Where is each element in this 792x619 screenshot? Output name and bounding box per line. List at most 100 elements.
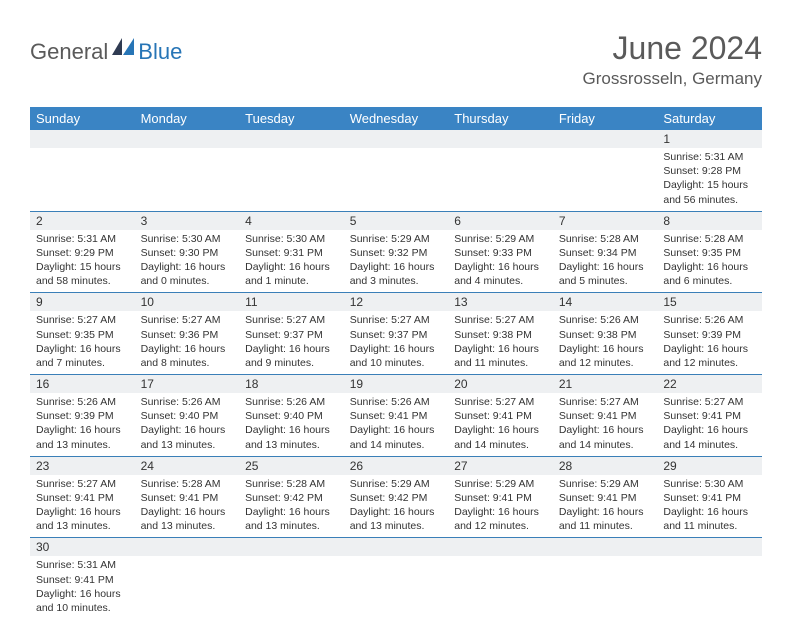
calendar-cell: 25Sunrise: 5:28 AMSunset: 9:42 PMDayligh… [239, 456, 344, 538]
day-header: Thursday [448, 107, 553, 130]
calendar-cell: 8Sunrise: 5:28 AMSunset: 9:35 PMDaylight… [657, 211, 762, 293]
day-number: 13 [448, 293, 553, 311]
day-number: 18 [239, 375, 344, 393]
calendar-cell [553, 538, 658, 619]
calendar-cell: 21Sunrise: 5:27 AMSunset: 9:41 PMDayligh… [553, 375, 658, 457]
calendar-cell [344, 538, 449, 619]
day-number: 6 [448, 212, 553, 230]
calendar-cell [657, 538, 762, 619]
day-details: Sunrise: 5:27 AMSunset: 9:37 PMDaylight:… [344, 311, 449, 374]
calendar-cell [135, 130, 240, 211]
day-details: Sunrise: 5:28 AMSunset: 9:42 PMDaylight:… [239, 475, 344, 538]
day-details: Sunrise: 5:29 AMSunset: 9:42 PMDaylight:… [344, 475, 449, 538]
calendar-cell: 3Sunrise: 5:30 AMSunset: 9:30 PMDaylight… [135, 211, 240, 293]
day-details [135, 556, 240, 606]
day-details: Sunrise: 5:27 AMSunset: 9:35 PMDaylight:… [30, 311, 135, 374]
calendar-cell: 16Sunrise: 5:26 AMSunset: 9:39 PMDayligh… [30, 375, 135, 457]
day-details: Sunrise: 5:26 AMSunset: 9:41 PMDaylight:… [344, 393, 449, 456]
calendar-cell: 27Sunrise: 5:29 AMSunset: 9:41 PMDayligh… [448, 456, 553, 538]
day-details: Sunrise: 5:26 AMSunset: 9:40 PMDaylight:… [239, 393, 344, 456]
calendar-cell: 5Sunrise: 5:29 AMSunset: 9:32 PMDaylight… [344, 211, 449, 293]
calendar-cell [448, 130, 553, 211]
day-details: Sunrise: 5:26 AMSunset: 9:38 PMDaylight:… [553, 311, 658, 374]
day-header: Friday [553, 107, 658, 130]
day-details: Sunrise: 5:28 AMSunset: 9:34 PMDaylight:… [553, 230, 658, 293]
calendar-cell [239, 538, 344, 619]
day-number: 1 [657, 130, 762, 148]
day-number [344, 538, 449, 556]
calendar-cell [239, 130, 344, 211]
day-details: Sunrise: 5:30 AMSunset: 9:30 PMDaylight:… [135, 230, 240, 293]
calendar-cell: 17Sunrise: 5:26 AMSunset: 9:40 PMDayligh… [135, 375, 240, 457]
day-header: Tuesday [239, 107, 344, 130]
day-number [553, 538, 658, 556]
day-details [448, 556, 553, 606]
day-number: 9 [30, 293, 135, 311]
calendar-cell: 4Sunrise: 5:30 AMSunset: 9:31 PMDaylight… [239, 211, 344, 293]
calendar-week-row: 30Sunrise: 5:31 AMSunset: 9:41 PMDayligh… [30, 538, 762, 619]
calendar-cell [135, 538, 240, 619]
day-number [239, 130, 344, 148]
day-details: Sunrise: 5:27 AMSunset: 9:41 PMDaylight:… [448, 393, 553, 456]
day-number: 19 [344, 375, 449, 393]
day-number: 28 [553, 457, 658, 475]
day-number: 11 [239, 293, 344, 311]
calendar-cell: 22Sunrise: 5:27 AMSunset: 9:41 PMDayligh… [657, 375, 762, 457]
day-details [657, 556, 762, 606]
day-number [448, 130, 553, 148]
day-details: Sunrise: 5:27 AMSunset: 9:41 PMDaylight:… [657, 393, 762, 456]
month-title: June 2024 [583, 30, 763, 67]
day-details: Sunrise: 5:31 AMSunset: 9:29 PMDaylight:… [30, 230, 135, 293]
day-details [239, 556, 344, 606]
day-details: Sunrise: 5:28 AMSunset: 9:41 PMDaylight:… [135, 475, 240, 538]
day-header: Monday [135, 107, 240, 130]
day-number: 12 [344, 293, 449, 311]
day-details: Sunrise: 5:30 AMSunset: 9:31 PMDaylight:… [239, 230, 344, 293]
calendar-cell: 2Sunrise: 5:31 AMSunset: 9:29 PMDaylight… [30, 211, 135, 293]
calendar-week-row: 16Sunrise: 5:26 AMSunset: 9:39 PMDayligh… [30, 375, 762, 457]
header: General Blue June 2024 Grossrosseln, Ger… [30, 30, 762, 89]
calendar-cell [553, 130, 658, 211]
calendar-cell: 7Sunrise: 5:28 AMSunset: 9:34 PMDaylight… [553, 211, 658, 293]
day-number: 21 [553, 375, 658, 393]
calendar-cell: 11Sunrise: 5:27 AMSunset: 9:37 PMDayligh… [239, 293, 344, 375]
logo: General Blue [30, 38, 182, 65]
day-number [344, 130, 449, 148]
calendar-table: Sunday Monday Tuesday Wednesday Thursday… [30, 107, 762, 619]
day-details: Sunrise: 5:27 AMSunset: 9:41 PMDaylight:… [30, 475, 135, 538]
calendar-cell: 26Sunrise: 5:29 AMSunset: 9:42 PMDayligh… [344, 456, 449, 538]
calendar-cell [448, 538, 553, 619]
day-number: 30 [30, 538, 135, 556]
day-number: 10 [135, 293, 240, 311]
logo-text-general: General [30, 39, 108, 65]
day-number [657, 538, 762, 556]
day-number: 24 [135, 457, 240, 475]
day-details: Sunrise: 5:30 AMSunset: 9:41 PMDaylight:… [657, 475, 762, 538]
calendar-cell: 6Sunrise: 5:29 AMSunset: 9:33 PMDaylight… [448, 211, 553, 293]
calendar-cell: 23Sunrise: 5:27 AMSunset: 9:41 PMDayligh… [30, 456, 135, 538]
day-number [239, 538, 344, 556]
calendar-week-row: 2Sunrise: 5:31 AMSunset: 9:29 PMDaylight… [30, 211, 762, 293]
calendar-week-row: 9Sunrise: 5:27 AMSunset: 9:35 PMDaylight… [30, 293, 762, 375]
day-number: 23 [30, 457, 135, 475]
logo-text-blue: Blue [138, 39, 182, 65]
day-details: Sunrise: 5:27 AMSunset: 9:37 PMDaylight:… [239, 311, 344, 374]
day-header-row: Sunday Monday Tuesday Wednesday Thursday… [30, 107, 762, 130]
day-header: Wednesday [344, 107, 449, 130]
day-number: 27 [448, 457, 553, 475]
day-number: 8 [657, 212, 762, 230]
calendar-cell: 15Sunrise: 5:26 AMSunset: 9:39 PMDayligh… [657, 293, 762, 375]
day-details [135, 148, 240, 198]
day-details: Sunrise: 5:27 AMSunset: 9:38 PMDaylight:… [448, 311, 553, 374]
day-details [553, 556, 658, 606]
day-details [344, 148, 449, 198]
day-number: 3 [135, 212, 240, 230]
calendar-cell: 10Sunrise: 5:27 AMSunset: 9:36 PMDayligh… [135, 293, 240, 375]
day-header: Saturday [657, 107, 762, 130]
day-details: Sunrise: 5:29 AMSunset: 9:41 PMDaylight:… [448, 475, 553, 538]
day-details [553, 148, 658, 198]
day-number: 17 [135, 375, 240, 393]
day-header: Sunday [30, 107, 135, 130]
day-number: 14 [553, 293, 658, 311]
day-number [448, 538, 553, 556]
